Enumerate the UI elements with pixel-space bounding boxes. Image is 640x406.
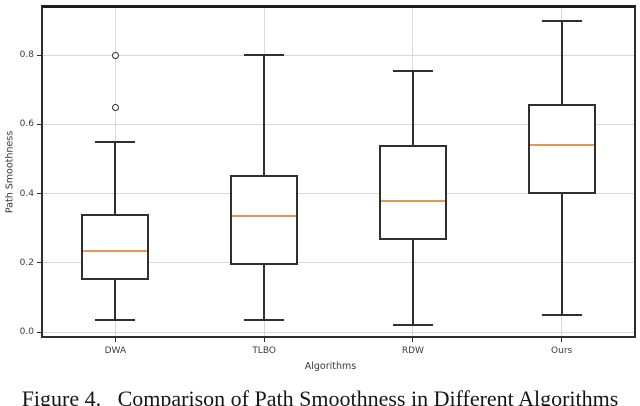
x-tick-label: DWA [104, 346, 127, 356]
y-tick-label: 0.6 [19, 119, 34, 130]
x-tick-mark [114, 338, 116, 342]
x-tick-mark [412, 338, 414, 342]
figure-caption: Figure 4. Comparison of Path Smoothness … [21, 386, 619, 406]
x-axis-label: Algorithms [304, 361, 357, 372]
x-tick-mark [561, 338, 563, 342]
y-tick-label: 0.8 [19, 50, 34, 61]
y-axis-label: Path Smoothness [4, 130, 16, 213]
plot-area [41, 5, 636, 338]
x-tick-label: Ours [551, 346, 573, 356]
x-tick-label: RDW [401, 346, 424, 356]
x-tick-mark [263, 338, 265, 342]
x-tick-label: TLBO [252, 346, 276, 356]
y-tick-label: 0.0 [19, 327, 34, 338]
y-tick-label: 0.2 [19, 257, 34, 268]
